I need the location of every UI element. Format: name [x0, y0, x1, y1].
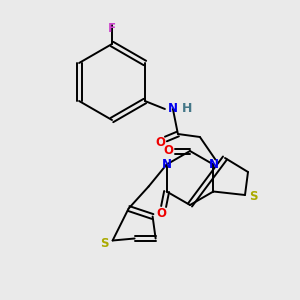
Text: O: O — [163, 145, 173, 158]
Text: N: N — [208, 158, 218, 171]
Text: O: O — [155, 136, 165, 148]
Text: N: N — [162, 158, 172, 171]
Text: S: S — [249, 190, 257, 203]
Text: F: F — [108, 22, 116, 34]
Text: H: H — [182, 103, 192, 116]
Text: O: O — [157, 207, 166, 220]
Text: S: S — [100, 237, 109, 250]
Text: N: N — [168, 103, 178, 116]
